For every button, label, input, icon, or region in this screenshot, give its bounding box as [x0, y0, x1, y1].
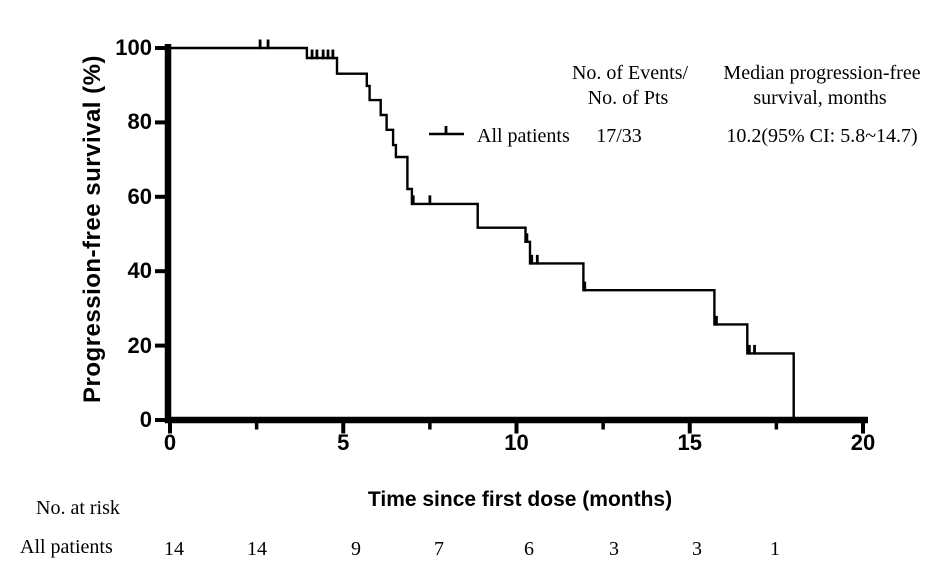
y-tick-label: 40 [127, 258, 152, 284]
at-risk-count: 14 [164, 538, 184, 560]
median-header-line1: Median progression-free [723, 62, 921, 84]
km-curve-all-patients [170, 46, 795, 420]
y-tick-label: 80 [127, 109, 152, 135]
y-tick-label: 100 [115, 35, 152, 60]
events-header-line1: No. of Events/ [571, 62, 689, 84]
x-axis-title: Time since first dose (months) [367, 488, 673, 511]
median-header-line2: survival, months [753, 87, 887, 109]
y-tick-label: 60 [127, 183, 152, 209]
at-risk-row-label: All patients [20, 536, 113, 558]
median-value: 10.2(95% CI: 5.8~14.7) [726, 125, 918, 147]
x-tick-label: 0 [163, 430, 177, 455]
at-risk-title: No. at risk [36, 497, 120, 519]
at-risk-count: 6 [524, 538, 534, 560]
x-tick-label: 15 [677, 430, 702, 455]
y-tick-label: 0 [139, 407, 152, 432]
at-risk-count: 3 [692, 538, 702, 560]
legend-series-label: All patients [477, 125, 570, 147]
events-value: 17/33 [596, 125, 642, 147]
at-risk-count: 3 [609, 538, 619, 560]
at-risk-count: 1 [770, 538, 780, 560]
x-tick-label: 20 [850, 430, 876, 455]
at-risk-count: 14 [247, 538, 267, 560]
x-tick-label: 10 [504, 430, 529, 455]
events-header-line2: No. of Pts [587, 87, 669, 109]
at-risk-count: 9 [351, 538, 361, 560]
at-risk-count: 7 [434, 538, 444, 560]
x-tick-label: 5 [337, 430, 350, 455]
y-tick-label: 20 [127, 332, 152, 358]
